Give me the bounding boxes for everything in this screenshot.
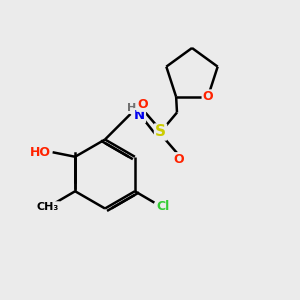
Text: O: O [202, 90, 213, 103]
Text: Cl: Cl [157, 200, 170, 213]
Text: CH₃: CH₃ [37, 202, 59, 212]
Text: S: S [155, 124, 166, 140]
Text: N: N [134, 109, 145, 122]
Text: O: O [137, 98, 148, 111]
Text: O: O [173, 153, 184, 166]
Text: HO: HO [29, 146, 50, 159]
Text: H: H [128, 103, 136, 113]
